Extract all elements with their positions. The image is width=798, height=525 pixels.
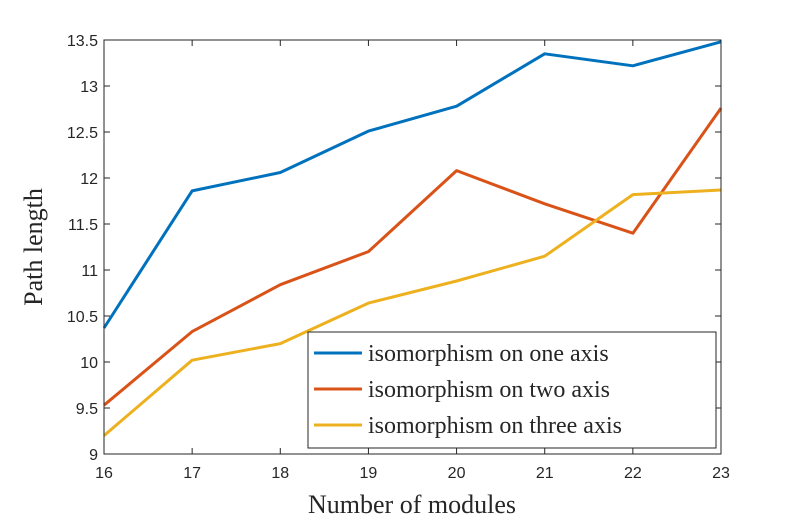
legend-label: isomorphism on one axis [368, 341, 609, 367]
y-tick-label: 9 [89, 447, 98, 464]
x-axis-title: Number of modules [308, 490, 516, 519]
y-tick-label: 11.5 [68, 217, 98, 234]
y-axis-ticks: 9 9.5 10 10.5 11 11.5 12 12.5 13 13.5 [67, 33, 721, 464]
legend-label: isomorphism on three axis [368, 413, 622, 439]
x-tick-label: 20 [448, 465, 466, 482]
x-tick-label: 22 [624, 465, 642, 482]
x-tick-label: 19 [360, 465, 378, 482]
series-line-2 [103, 107, 723, 407]
axes [103, 39, 722, 455]
axes-box [103, 39, 722, 455]
series-line-1 [102, 40, 722, 329]
x-tick-label: 17 [183, 465, 201, 482]
y-axis-title: Path length [19, 188, 48, 306]
y-tick-label: 10 [80, 355, 98, 372]
x-tick-label: 18 [271, 465, 289, 482]
series-line-3 [103, 188, 722, 437]
y-tick-label: 13 [80, 79, 98, 96]
legend-box [307, 331, 717, 449]
y-tick-label: 13.5 [67, 33, 98, 50]
legend: isomorphism on one axis isomorphism on tw… [307, 331, 717, 449]
x-axis-ticks: 16 17 18 19 20 21 22 23 [95, 40, 730, 482]
x-tick-label: 16 [95, 465, 113, 482]
series-lines [102, 40, 723, 437]
y-tick-label: 11 [81, 263, 98, 280]
x-tick-label: 23 [712, 465, 730, 482]
y-tick-label: 12.5 [67, 125, 98, 142]
y-tick-label: 9.5 [76, 401, 98, 418]
y-tick-label: 12 [80, 171, 98, 188]
legend-label: isomorphism on two axis [368, 377, 610, 403]
x-tick-label: 21 [536, 465, 554, 482]
y-tick-label: 10.5 [67, 309, 98, 326]
